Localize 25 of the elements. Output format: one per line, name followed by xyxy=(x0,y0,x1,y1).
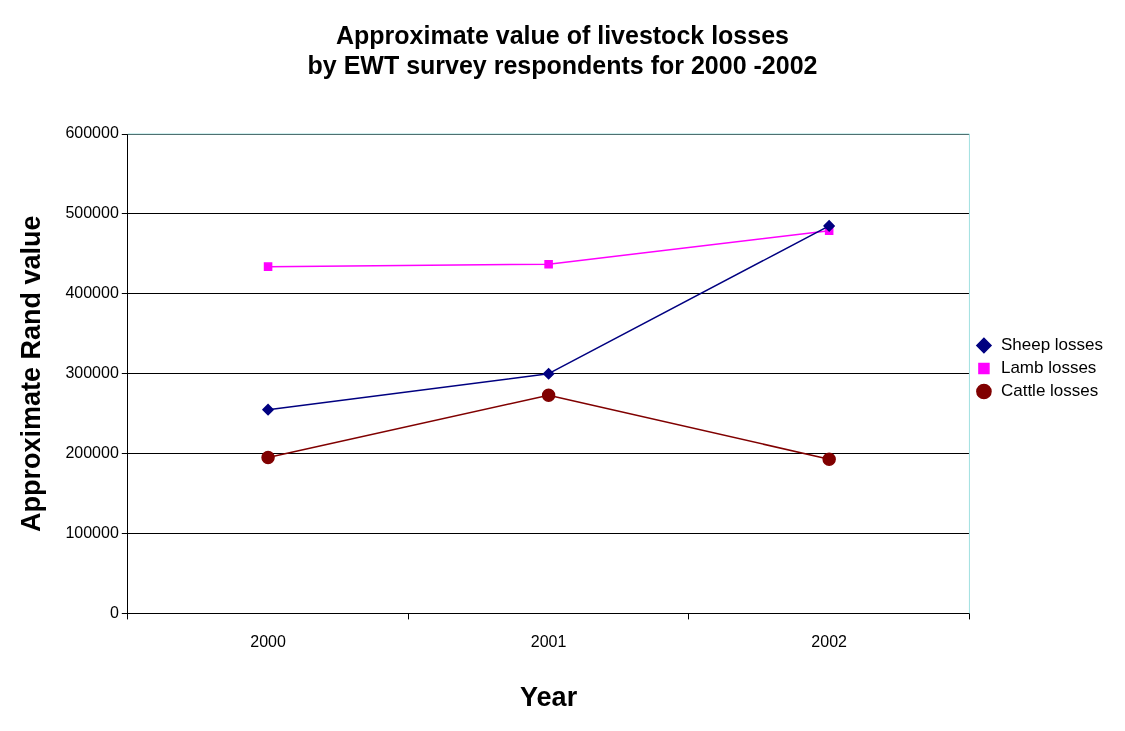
y-tick-label: 600000 xyxy=(65,124,119,142)
x-axis-title: Year xyxy=(520,682,578,713)
y-tick-label: 400000 xyxy=(65,284,119,302)
legend-label: Cattle losses xyxy=(1000,381,1099,401)
point xyxy=(823,220,835,232)
point xyxy=(541,388,556,403)
y-tick-label: 500000 xyxy=(65,204,119,222)
point xyxy=(261,450,275,465)
x-tick-label: 2002 xyxy=(811,633,848,651)
point xyxy=(544,259,553,269)
point xyxy=(263,262,273,271)
legend-label: Sheep losses xyxy=(1000,335,1104,355)
legend-label: Lamb losses xyxy=(1000,358,1097,378)
x-tick-label: 2001 xyxy=(530,633,567,651)
x-tick-label: 2000 xyxy=(250,633,286,651)
point xyxy=(262,403,274,416)
y-tick-label: 200000 xyxy=(65,444,119,462)
point xyxy=(822,452,836,466)
y-tick-label: 0 xyxy=(109,603,119,621)
y-tick-label: 100000 xyxy=(65,523,119,541)
text: by EWT survey respondents for 2000 -2002 xyxy=(307,50,818,79)
point xyxy=(542,367,555,380)
y-axis-title: Approximate Rand value xyxy=(15,215,46,532)
text: Approximate value of livestock losses xyxy=(336,20,789,49)
y-tick-label: 300000 xyxy=(65,364,119,382)
